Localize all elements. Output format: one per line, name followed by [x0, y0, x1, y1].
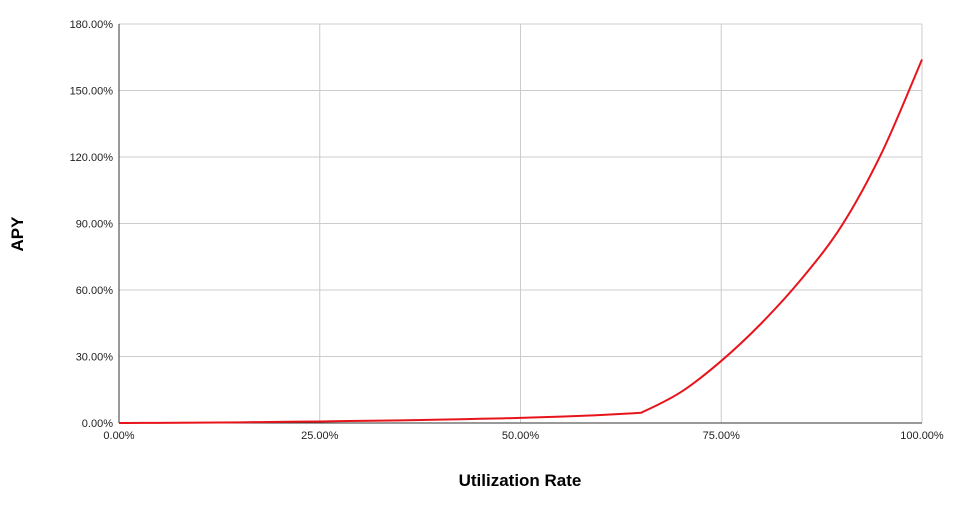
y-tick-label: 30.00%	[76, 352, 114, 364]
series-layer	[118, 59, 923, 424]
y-axis-title: APY	[8, 216, 27, 252]
x-axis-title: Utilization Rate	[459, 471, 582, 490]
y-tick-label: 0.00%	[82, 418, 113, 430]
x-tick-labels: 0.00% 25.00% 50.00% 75.00% 100.00%	[103, 430, 944, 442]
y-tick-labels: 0.00% 30.00% 60.00% 90.00% 120.00% 150.00% 180…	[70, 19, 114, 430]
grid-lines	[119, 23, 923, 423]
x-tick-label: 75.00%	[703, 430, 741, 442]
x-tick-label: 25.00%	[301, 430, 339, 442]
apy-series-line	[118, 59, 923, 424]
x-tick-label: 50.00%	[502, 430, 540, 442]
y-tick-label: 90.00%	[76, 219, 114, 231]
y-tick-label: 120.00%	[70, 152, 114, 164]
x-tick-label: 0.00%	[103, 430, 134, 442]
y-tick-label: 180.00%	[70, 19, 114, 31]
y-tick-label: 60.00%	[76, 285, 114, 297]
y-tick-label: 150.00%	[70, 86, 114, 98]
x-tick-label: 100.00%	[900, 430, 944, 442]
